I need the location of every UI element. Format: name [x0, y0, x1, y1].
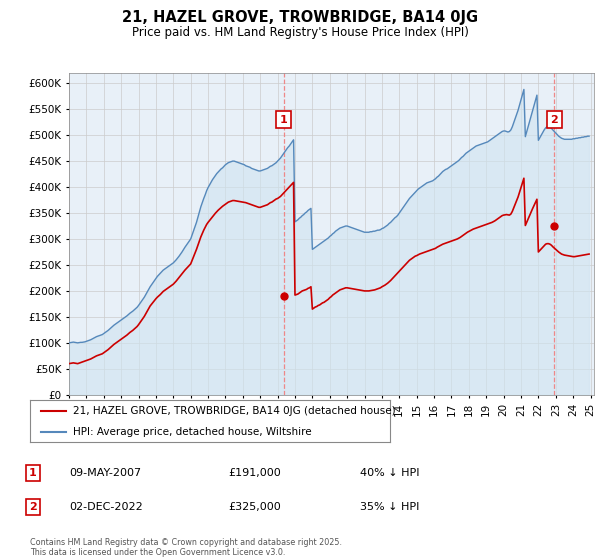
Text: 1: 1 [280, 115, 287, 124]
Text: 1: 1 [29, 468, 37, 478]
Text: 21, HAZEL GROVE, TROWBRIDGE, BA14 0JG (detached house): 21, HAZEL GROVE, TROWBRIDGE, BA14 0JG (d… [73, 406, 396, 416]
Text: Price paid vs. HM Land Registry's House Price Index (HPI): Price paid vs. HM Land Registry's House … [131, 26, 469, 39]
Text: Contains HM Land Registry data © Crown copyright and database right 2025.
This d: Contains HM Land Registry data © Crown c… [30, 538, 342, 557]
Text: 21, HAZEL GROVE, TROWBRIDGE, BA14 0JG: 21, HAZEL GROVE, TROWBRIDGE, BA14 0JG [122, 10, 478, 25]
Text: 09-MAY-2007: 09-MAY-2007 [69, 468, 141, 478]
Text: 2: 2 [29, 502, 37, 512]
Text: 02-DEC-2022: 02-DEC-2022 [69, 502, 143, 512]
Text: £325,000: £325,000 [228, 502, 281, 512]
Text: 40% ↓ HPI: 40% ↓ HPI [360, 468, 419, 478]
Text: £191,000: £191,000 [228, 468, 281, 478]
Text: HPI: Average price, detached house, Wiltshire: HPI: Average price, detached house, Wilt… [73, 427, 312, 437]
Text: 35% ↓ HPI: 35% ↓ HPI [360, 502, 419, 512]
Text: 2: 2 [550, 115, 558, 124]
